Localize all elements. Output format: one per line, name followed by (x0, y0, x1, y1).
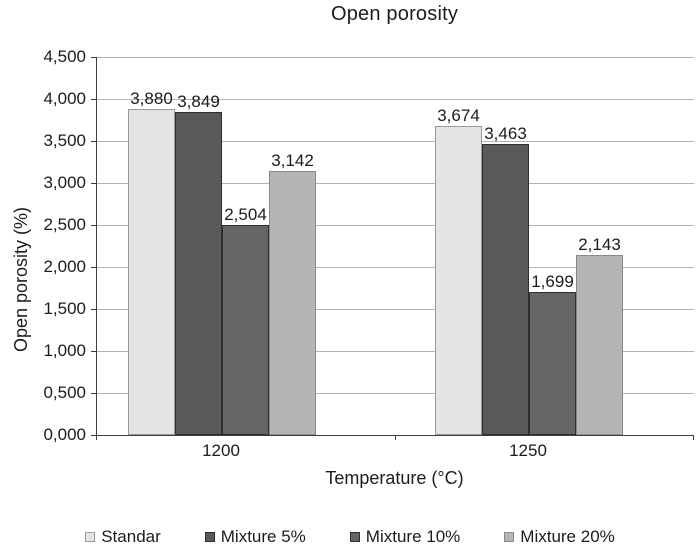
legend-label: Standar (101, 527, 161, 546)
bar-value-label: 3,463 (484, 124, 527, 144)
y-tick-label: 4,000 (43, 89, 86, 108)
x-tick-mark (693, 436, 694, 440)
gridline (97, 141, 694, 142)
legend-swatch (504, 532, 515, 542)
bar-standar: 3,880 (128, 89, 175, 435)
y-tick-label: 2,500 (43, 215, 86, 234)
legend-label: Mixture 10% (365, 527, 461, 546)
bar-value-label: 2,504 (224, 204, 267, 224)
bar-value-label: 3,849 (177, 91, 220, 111)
legend-item-mixture-10-: Mixture 10% (349, 527, 461, 547)
y-tick-mark (91, 141, 96, 142)
x-tick-mark (395, 436, 396, 440)
legend-label: Mixture 20% (520, 527, 615, 546)
chart-title: Open porosity (330, 3, 459, 25)
legend-item-standar: Standar (85, 527, 161, 547)
bar-mixture-10-: 1,699 (529, 272, 576, 435)
bar-mixture-5-: 3,463 (482, 124, 529, 435)
gridline (97, 267, 694, 268)
bar-group-1250: 3,674 3,463 1,699 2,143 (435, 106, 623, 435)
x-tick-mark (96, 436, 97, 440)
bar-value-label: 3,880 (130, 89, 173, 109)
bar-mixture-10-: 2,504 (222, 205, 269, 435)
gridline (97, 225, 694, 226)
y-tick-label: 0,000 (43, 425, 86, 444)
y-tick-mark (91, 393, 96, 394)
y-tick-mark (91, 225, 96, 226)
bar-mixture-5-: 3,849 (175, 92, 222, 435)
x-axis-title: Temperature (°C) (325, 468, 464, 488)
y-tick-label: 3,500 (43, 131, 86, 150)
gridline (97, 309, 694, 310)
legend-item-mixture-5-: Mixture 5% (204, 527, 306, 547)
bar-value-label: 1,699 (531, 272, 574, 292)
gridline (97, 393, 694, 394)
y-tick-mark (91, 435, 96, 436)
y-tick-mark (91, 309, 96, 310)
y-tick-label: 1,000 (43, 341, 86, 360)
plot-area: 3,880 3,849 2,504 3,142 3,674 3,463 1,699 2,143 (96, 57, 694, 436)
y-tick-mark (91, 57, 96, 58)
legend-swatch (85, 532, 96, 542)
bar-mixture-20-: 3,142 (269, 151, 316, 435)
bar-mixture-20-: 2,143 (576, 235, 623, 435)
gridline (97, 99, 694, 100)
y-tick-mark (91, 351, 96, 352)
bar-value-label: 3,142 (271, 151, 314, 171)
x-category-label: 1200 (202, 441, 240, 460)
gridline (97, 57, 694, 58)
gridline (97, 351, 694, 352)
y-tick-mark (91, 99, 96, 100)
y-tick-label: 0,500 (43, 383, 86, 402)
legend-item-mixture-20-: Mixture 20% (504, 527, 615, 547)
y-tick-label: 3,000 (43, 173, 86, 192)
bar-group-1200: 3,880 3,849 2,504 3,142 (128, 89, 316, 435)
legend-swatch (204, 532, 215, 542)
legend-label: Mixture 5% (220, 527, 306, 546)
y-tick-label: 1,500 (43, 299, 86, 318)
y-tick-mark (91, 267, 96, 268)
legend: Standar Mixture 5% Mixture 10% Mixture 20% (0, 527, 700, 547)
y-tick-mark (91, 183, 96, 184)
bar-value-label: 3,674 (437, 106, 480, 126)
y-tick-label: 2,000 (43, 257, 86, 276)
y-tick-label: 4,500 (43, 47, 86, 66)
bar-value-label: 2,143 (578, 235, 621, 254)
gridline (97, 183, 694, 184)
x-category-label: 1250 (509, 441, 547, 460)
legend-swatch (349, 532, 360, 542)
bar-standar: 3,674 (435, 106, 482, 435)
